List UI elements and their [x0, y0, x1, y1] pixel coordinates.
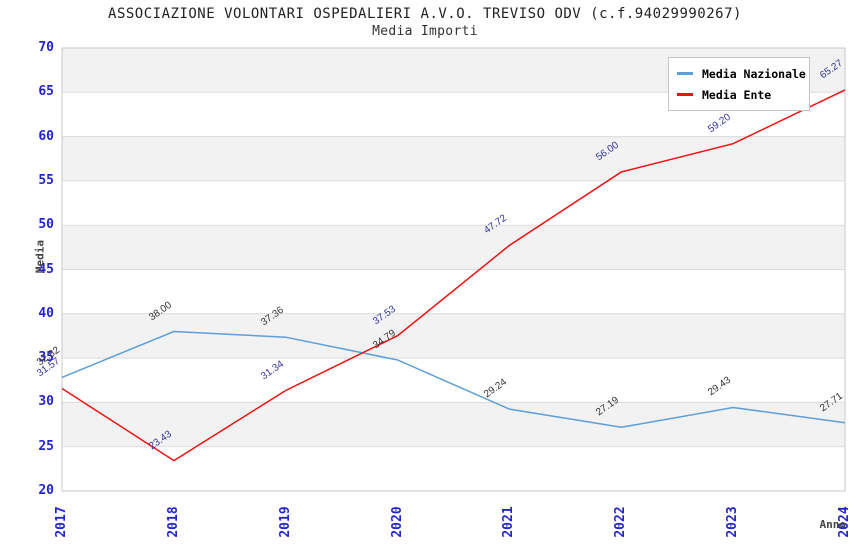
media-nazionale-line	[61, 330, 846, 429]
chart-title: ASSOCIAZIONE VOLONTARI OSPEDALIERI A.V.O…	[108, 6, 742, 22]
x-tick-label: 2017	[54, 506, 69, 538]
media-ente-line	[61, 89, 846, 462]
legend-label: Media Nazionale	[702, 66, 806, 81]
legend-label: Media Ente	[702, 87, 772, 102]
y-tick-label: 20	[38, 483, 54, 498]
y-tick-label: 35	[38, 350, 54, 366]
y-tick-label: 50	[38, 217, 54, 233]
x-tick-label: 2020	[389, 506, 405, 538]
y-tick-label: 40	[38, 305, 54, 321]
media-ente-swatch-icon	[677, 93, 693, 96]
y-tick-label: 70	[38, 40, 54, 55]
x-tick-label: 2023	[725, 506, 741, 538]
plot-band	[62, 225, 845, 270]
y-tick-label: 55	[38, 172, 54, 188]
y-axis-title: Media	[33, 239, 47, 274]
legend: Media Nazionale Media Ente	[668, 57, 810, 111]
y-tick-label: 30	[38, 394, 54, 410]
chart-subtitle: Media Importi	[372, 24, 478, 39]
plot-border	[61, 47, 846, 492]
plot-band	[62, 402, 845, 447]
plot-band	[62, 136, 845, 181]
y-tick-label: 45	[38, 261, 54, 277]
x-tick-label: 2019	[277, 506, 293, 538]
media-nazionale-swatch-icon	[677, 72, 693, 75]
x-tick-label: 2022	[613, 506, 629, 538]
y-tick-label: 65	[38, 84, 54, 100]
x-axis-title: Anno	[819, 518, 847, 531]
y-tick-label: 60	[38, 128, 54, 144]
legend-item-media-ente: Media Ente	[677, 84, 801, 105]
plot-band	[62, 313, 845, 359]
legend-item-media-nazionale: Media Nazionale	[677, 63, 806, 84]
x-tick-label: 2018	[165, 506, 181, 538]
y-tick-label: 25	[38, 438, 54, 454]
x-tick-label: 2021	[501, 506, 517, 538]
